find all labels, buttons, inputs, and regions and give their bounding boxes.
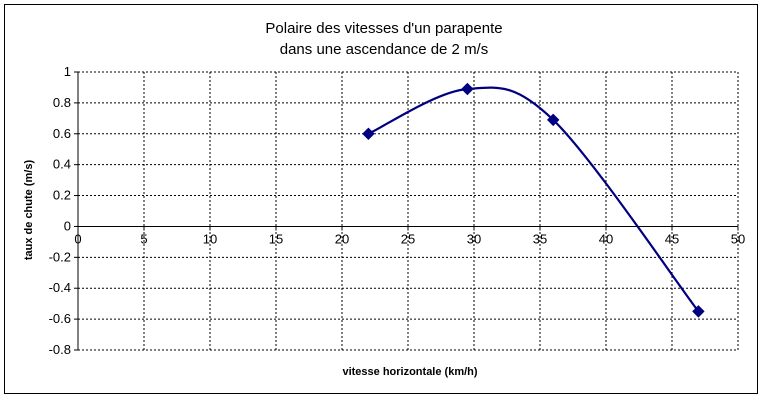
- x-tick-label: 15: [269, 231, 283, 246]
- x-tick-label: 10: [203, 231, 217, 246]
- y-tick-label: 0.2: [53, 188, 71, 203]
- series-markers: [362, 82, 705, 318]
- data-point-diamond: [692, 305, 705, 318]
- y-tick-label: -0.4: [49, 280, 71, 295]
- chart-svg: Polaire des vitesses d'un parapente dans…: [23, 20, 745, 378]
- series-path: [367, 86, 700, 313]
- x-tick-label: 20: [335, 231, 349, 246]
- data-point-diamond: [362, 127, 375, 140]
- x-tick-label: 25: [401, 231, 415, 246]
- x-tick-label: 0: [74, 231, 81, 246]
- chart-title-line-2: dans une ascendance de 2 m/s: [280, 41, 488, 58]
- x-tick-label: 5: [140, 231, 147, 246]
- series-line: [367, 86, 700, 313]
- y-axis-label: taux de chute (m/s): [23, 160, 35, 261]
- x-tick-labels: 0 5 10 15 20 25 30 35 40 45 50: [74, 231, 745, 246]
- y-tick-label: 0: [64, 218, 71, 233]
- x-tick-label: 45: [665, 231, 679, 246]
- y-tick-label: 1: [64, 64, 71, 79]
- x-axis-label: vitesse horizontale (km/h): [342, 366, 477, 378]
- data-point-diamond: [546, 113, 560, 127]
- y-tick-label: 0.8: [53, 95, 71, 110]
- x-tick-label: 30: [467, 231, 481, 246]
- y-tick-label: -0.2: [49, 249, 71, 264]
- y-tick-labels: -0.8 -0.6 -0.4 -0.2 0 0.2 0.4 0.6 0.8 1: [49, 64, 71, 357]
- chart-frame: Polaire des vitesses d'un parapente dans…: [4, 4, 758, 394]
- gridlines: [78, 71, 739, 351]
- data-point-diamond: [461, 82, 474, 96]
- axes: [74, 71, 739, 351]
- chart-title-line-1: Polaire des vitesses d'un parapente: [265, 20, 502, 37]
- x-tick-label: 35: [533, 231, 547, 246]
- y-tick-label: -0.6: [49, 311, 71, 326]
- x-tick-label: 40: [599, 231, 613, 246]
- y-tick-label: 0.6: [53, 126, 71, 141]
- x-tick-label: 50: [731, 231, 745, 246]
- y-tick-label: 0.4: [53, 157, 71, 172]
- y-tick-label: -0.8: [49, 342, 71, 357]
